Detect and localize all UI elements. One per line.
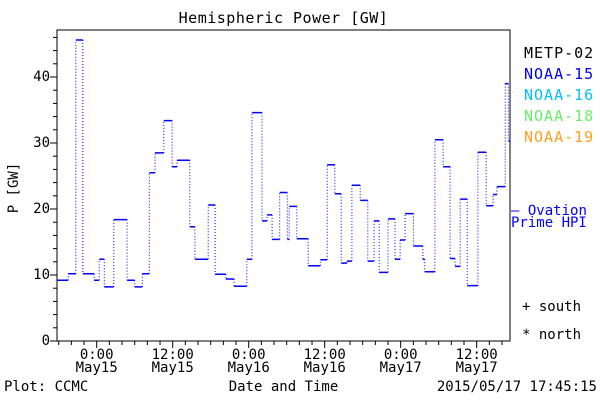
x-tick-label: 0:00 May17	[363, 347, 439, 376]
x-tick-date: May16	[303, 360, 346, 376]
y-tick-label: 10	[33, 267, 50, 283]
legend-item-noaa16: NOAA-16	[524, 86, 595, 104]
ovation-label-line1: Ovation	[527, 203, 587, 219]
x-tick-time: 0:00	[79, 347, 114, 363]
x-tick-label: 0:00 May16	[211, 347, 287, 376]
y-tick-label: 0	[41, 333, 50, 349]
line-sample-icon: –	[511, 203, 520, 219]
legend-item-noaa19: NOAA-19	[524, 128, 595, 146]
marker-legend-south: + south	[522, 299, 581, 315]
x-tick-label: 12:00 May16	[287, 347, 363, 376]
x-tick-label: 0:00 May15	[59, 347, 135, 376]
x-tick-time: 0:00	[231, 347, 266, 363]
x-tick-time: 12:00	[303, 347, 346, 363]
x-tick-date: May17	[455, 360, 498, 376]
legend-item-metp02: METP-02	[524, 44, 595, 62]
legend-item-noaa18: NOAA-18	[524, 107, 595, 125]
x-tick-time: 12:00	[151, 347, 194, 363]
marker-label-south: south	[538, 299, 582, 315]
plus-marker-icon: +	[522, 299, 531, 315]
marker-legend-north: * north	[522, 327, 581, 343]
x-tick-time: 12:00	[455, 347, 498, 363]
plot-source-label: Plot: CCMC	[4, 379, 89, 395]
plot-timestamp: 2015/05/17 17:45:15	[436, 379, 597, 395]
ovation-legend: – Ovation Prime HPI	[511, 203, 600, 231]
marker-label-north: north	[538, 327, 582, 343]
x-tick-time: 0:00	[383, 347, 418, 363]
x-tick-label: 12:00 May17	[439, 347, 515, 376]
x-tick-label: 12:00 May15	[135, 347, 211, 376]
ovation-label-line2: Prime HPI	[511, 215, 587, 231]
legend-item-noaa15: NOAA-15	[524, 65, 595, 83]
satellite-legend: METP-02 NOAA-15 NOAA-16 NOAA-18 NOAA-19	[524, 43, 594, 148]
y-tick-label: 40	[33, 69, 50, 85]
x-tick-date: May15	[151, 360, 194, 376]
chart-title: Hemispheric Power [GW]	[178, 9, 389, 27]
x-axis-label: Date and Time	[228, 379, 339, 395]
x-tick-date: May17	[379, 360, 422, 376]
y-tick-label: 30	[33, 135, 50, 151]
x-tick-date: May16	[227, 360, 270, 376]
asterisk-marker-icon: *	[522, 327, 531, 343]
x-tick-date: May15	[75, 360, 118, 376]
y-tick-label: 20	[33, 201, 50, 217]
